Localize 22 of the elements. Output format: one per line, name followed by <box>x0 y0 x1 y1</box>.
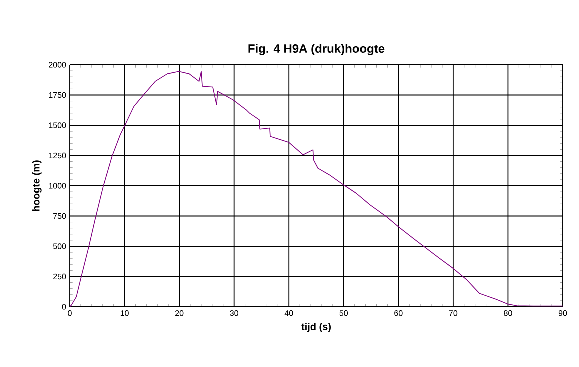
y-tick-label: 2000 <box>49 62 66 68</box>
y-tick-label: 0 <box>62 304 66 310</box>
y-tick-label: 500 <box>53 244 66 250</box>
x-tick-label: 10 <box>120 310 129 316</box>
y-tick-label: 1000 <box>49 183 66 189</box>
y-tick-label: 1500 <box>49 122 66 128</box>
x-tick-label: 0 <box>68 310 72 316</box>
x-tick-label: 50 <box>340 310 348 316</box>
y-tick-label: 1750 <box>49 92 66 98</box>
chart-title: Fig. 4 H9A (druk)hoogte <box>248 44 385 56</box>
x-tick-label: 30 <box>230 310 238 316</box>
x-tick-label: 90 <box>558 310 568 316</box>
x-tick-label: 80 <box>504 310 512 316</box>
x-tick-label: 20 <box>176 310 184 316</box>
x-tick-label: 60 <box>394 310 403 316</box>
x-tick-label: 40 <box>284 310 294 316</box>
y-tick-label: 750 <box>54 213 66 220</box>
x-tick-label: 70 <box>449 310 458 316</box>
y-tick-label: 250 <box>54 274 66 280</box>
y-tick-label: 1250 <box>49 152 66 159</box>
y-axis-title: hoogte (m) <box>32 160 42 212</box>
x-axis-title: tijd (s) <box>302 323 331 332</box>
